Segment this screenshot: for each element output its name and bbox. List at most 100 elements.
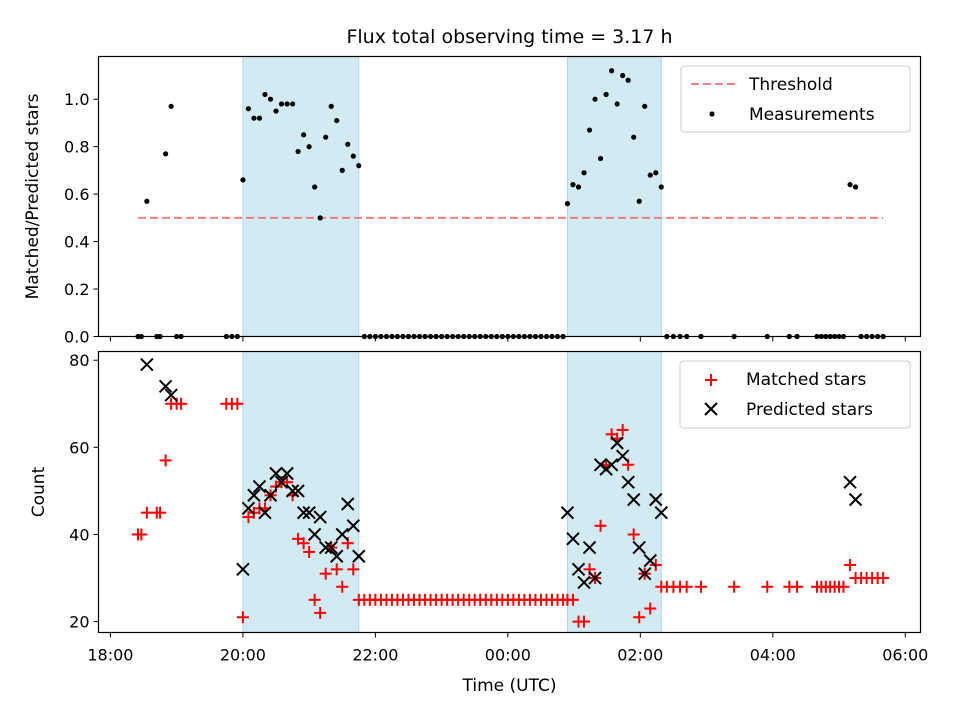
predicted-star-marker	[269, 466, 283, 481]
bottom-panel-frame	[97, 350, 922, 634]
predicted-star-marker	[252, 479, 267, 494]
y-tick-label: 80	[69, 351, 89, 370]
x-tick-label: 20:00	[220, 646, 266, 665]
x-tick-label: 18:00	[87, 646, 133, 665]
matched-star-marker	[594, 519, 607, 532]
measurement-point	[267, 96, 274, 102]
matched-star-marker	[297, 537, 310, 550]
measurement-point	[620, 72, 626, 79]
measurement-point	[658, 184, 664, 190]
matched-star-marker	[877, 572, 890, 585]
x-tick-label: 04:00	[750, 646, 796, 665]
measurement-point	[564, 201, 571, 207]
y-tick-label: 0.8	[64, 138, 89, 157]
y-tick-label: 40	[69, 525, 89, 544]
matched-star-marker	[236, 611, 249, 624]
predicted-star-marker	[291, 484, 305, 498]
matched-star-marker	[578, 615, 591, 628]
observing-window	[242, 56, 360, 337]
measurement-point	[328, 103, 334, 109]
predicted-star-marker	[352, 549, 366, 563]
observing-window	[242, 351, 360, 633]
measurement-point	[350, 153, 356, 159]
legend-matched-swatch	[705, 374, 717, 386]
measurement-point	[323, 134, 329, 140]
legend-predicted-label: Predicted stars	[746, 400, 873, 420]
matched-star-marker	[695, 580, 708, 593]
measurement-point	[278, 101, 285, 107]
measurement-point	[144, 198, 150, 204]
bottom-legend: Matched stars Predicted stars	[679, 360, 911, 429]
measurement-point	[262, 91, 268, 98]
matched-star-marker	[336, 580, 349, 593]
measurement-point	[295, 148, 301, 155]
matched-star-marker	[791, 580, 804, 593]
matched-star-marker	[175, 397, 188, 410]
predicted-star-marker	[638, 566, 652, 581]
predicted-star-marker	[318, 540, 333, 555]
predicted-star-marker	[335, 527, 349, 542]
matched-star-marker	[330, 563, 343, 576]
matched-star-marker	[837, 580, 850, 593]
x-tick-label: 22:00	[352, 646, 398, 665]
predicted-star-marker	[302, 505, 316, 520]
measurement-point	[339, 167, 345, 173]
measurement-point	[168, 103, 174, 109]
measurement-point	[852, 184, 859, 190]
measurement-point	[636, 198, 642, 204]
y-tick-label: 1.0	[64, 90, 89, 109]
matched-star-marker	[347, 563, 360, 576]
observing-window	[566, 351, 662, 633]
predicted-star-marker	[626, 492, 641, 507]
bottom-panel: 20 40 60 80 18:00 20:00 22:00 00:00 02:00 04:00 0…	[29, 350, 928, 696]
y-axis-label: Matched/Predicted stars	[23, 93, 43, 299]
predicted-star-marker	[341, 497, 355, 511]
predicted-star-marker	[258, 505, 272, 520]
legend-measurements-swatch	[709, 111, 715, 117]
predicted-star-marker	[610, 436, 624, 450]
predicted-star-marker	[654, 505, 669, 520]
y-tick-label: 0.2	[64, 280, 89, 299]
predicted-star-marker	[285, 484, 300, 498]
predicted-star-marker	[571, 562, 586, 577]
y-tick-label: 20	[69, 613, 89, 632]
matched-star-marker	[566, 593, 579, 606]
predicted-star-marker	[296, 505, 311, 520]
x-tick-label: 06:00	[882, 646, 928, 665]
predicted-star-marker	[140, 357, 154, 372]
predicted-star-marker	[330, 549, 344, 563]
top-legend: Threshold Measurements	[680, 65, 911, 133]
legend-frame	[679, 360, 911, 429]
legend-measurements-label: Measurements	[749, 105, 875, 125]
matched-star-marker	[231, 397, 244, 410]
predicted-star-marker	[324, 540, 338, 555]
predicted-star-marker	[588, 571, 602, 585]
y-tick-label: 0.4	[64, 233, 89, 252]
measurement-point	[647, 172, 653, 178]
matched-star-marker	[319, 567, 332, 580]
x-axis-ticks	[109, 336, 906, 342]
measurement-point	[163, 151, 169, 157]
y-tick-label: 0.0	[64, 328, 89, 347]
predicted-star-marker	[346, 519, 360, 533]
matched-star-marker	[303, 545, 316, 558]
measurement-point	[575, 184, 582, 190]
predicted-star-marker	[604, 458, 619, 472]
measurement-point	[240, 177, 246, 183]
matched-star-marker	[616, 423, 629, 436]
measurement-point	[614, 101, 620, 107]
legend-predicted-swatch	[704, 402, 718, 416]
matched-star-marker	[761, 580, 774, 593]
matched-star-marker	[627, 528, 640, 541]
matched-star-marker	[844, 558, 857, 571]
matched-star-marker	[644, 602, 657, 615]
measurement-point	[245, 106, 252, 112]
measurement-point	[251, 115, 257, 121]
measurement-point	[570, 182, 576, 188]
top-panel: 0.0 0.2 0.4 0.6 0.8 1.0 Matched/Predicted sta…	[23, 55, 922, 347]
predicted-star-marker	[263, 488, 278, 502]
measurement-point	[631, 134, 637, 140]
x-axis-label: Time (UTC)	[462, 676, 557, 696]
y-axis-ticks: 20 40 60 80	[69, 351, 99, 632]
measurement-point	[586, 127, 593, 133]
